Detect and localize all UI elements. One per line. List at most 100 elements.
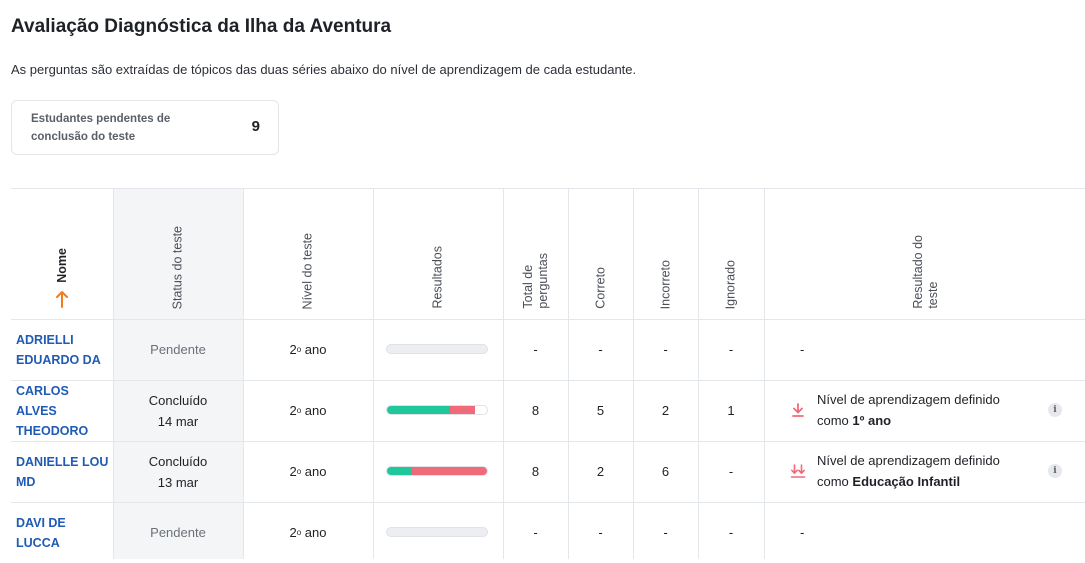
outcome-level-value: Educação Infantil (852, 474, 961, 489)
column-header-correct-label: Correto (593, 267, 607, 309)
incorrect-count: - (663, 525, 668, 540)
results-bar-incorrect (449, 406, 475, 414)
test-level-ordinal: o (296, 406, 302, 415)
test-level-number: 2 (289, 525, 297, 540)
correct-count: - (598, 342, 603, 357)
column-header-name[interactable]: Nome (11, 188, 113, 319)
test-level-ordinal: o (296, 528, 302, 537)
column-header-status-label: Status do teste (170, 225, 185, 309)
column-header-total[interactable]: Total de perguntas (503, 188, 568, 319)
outcome-level-value: 1º ano (852, 413, 892, 428)
info-icon[interactable]: i (1048, 464, 1062, 478)
ignored-count: - (728, 342, 734, 357)
outcome-text: Nível de aprendizagem definido como 1º a… (817, 389, 1037, 431)
test-level-word: ano (304, 342, 327, 357)
test-level-word: ano (304, 403, 327, 418)
student-name-link[interactable]: ADRIELLI EDUARDO DA (16, 332, 101, 367)
column-header-level-label: Nível do teste (300, 232, 315, 309)
column-header-level[interactable]: Nível do teste (243, 188, 373, 319)
row-divider (11, 441, 1085, 442)
outcome-description: Nível de aprendizagem definido (817, 453, 1000, 468)
column-header-results[interactable]: Resultados (373, 188, 503, 319)
sort-ascending-arrow-icon[interactable] (56, 290, 68, 308)
column-header-outcome-line2: teste (926, 281, 940, 309)
outcome-cell: Nível de aprendizagem definido como 1º a… (764, 380, 1085, 441)
test-level-word: ano (304, 525, 327, 540)
ignored-count: - (728, 464, 734, 479)
incorrect-count: 6 (661, 464, 670, 479)
correct-count: 2 (596, 464, 605, 479)
outcome-cell: - (764, 502, 1085, 563)
student-name-link[interactable]: DANIELLE LOU MD (16, 454, 109, 489)
pending-students-count: 9 (251, 118, 260, 135)
results-bar (386, 405, 488, 415)
column-header-ignored[interactable]: Ignorado (698, 188, 764, 319)
column-header-ignored-label: Ignorado (723, 259, 738, 309)
outcome-empty: - (800, 342, 805, 357)
column-divider (764, 188, 765, 559)
page-subtitle: As perguntas são extraídas de tópicos da… (11, 62, 637, 77)
test-status-date: 14 mar (157, 413, 199, 429)
results-bar (386, 527, 488, 537)
column-divider (113, 188, 114, 559)
column-divider (503, 188, 504, 559)
column-header-total-label: Total de perguntas (521, 253, 551, 309)
results-bar (386, 466, 488, 476)
column-header-results-label: Resultados (430, 246, 445, 309)
total-questions: 8 (531, 403, 540, 418)
results-bar-correct (387, 467, 412, 475)
arrow-down-icon (792, 403, 804, 417)
column-header-total-line2: perguntas (535, 253, 550, 309)
row-divider (11, 380, 1085, 381)
test-status: Concluído 14 mar (113, 380, 243, 441)
incorrect-count: - (663, 342, 668, 357)
outcome-prefix: como (817, 413, 849, 428)
status-column-shade (113, 188, 243, 559)
student-name-link[interactable]: DAVI DE LUCCA (16, 515, 66, 550)
students-table: Nome Status do teste Nível do teste Resu… (11, 188, 1085, 559)
incorrect-count: 2 (661, 403, 670, 418)
total-questions: - (533, 525, 538, 540)
test-status-label: Concluído (148, 453, 208, 469)
test-status: Concluído 13 mar (113, 441, 243, 502)
student-name-link[interactable]: CARLOS ALVES THEODORO (16, 383, 89, 438)
outcome-description: Nível de aprendizagem definido (817, 392, 1000, 407)
total-questions: 8 (531, 464, 540, 479)
pending-students-card: Estudantes pendentes de conclusão do tes… (11, 100, 279, 155)
table-top-border (11, 188, 1085, 189)
ignored-count: - (728, 525, 734, 540)
test-level-ordinal: o (296, 345, 302, 354)
column-header-incorrect-label: Incorreto (658, 259, 672, 309)
results-bar-correct (387, 406, 450, 414)
column-header-outcome-label: Resultado do teste (911, 235, 941, 309)
column-header-total-line1: Total de (520, 265, 535, 309)
column-divider (373, 188, 374, 559)
column-divider (568, 188, 569, 559)
column-header-outcome[interactable]: Resultado do teste (764, 188, 1085, 319)
column-header-correct[interactable]: Correto (568, 188, 633, 319)
results-cell (373, 441, 503, 502)
pending-students-label: Estudantes pendentes de conclusão do tes… (31, 113, 171, 143)
test-level-number: 2 (289, 342, 297, 357)
ignored-count: 1 (727, 403, 735, 418)
outcome-cell: - (764, 319, 1085, 380)
outcome-prefix: como (817, 474, 849, 489)
column-header-incorrect[interactable]: Incorreto (633, 188, 698, 319)
double-arrow-down-icon (790, 464, 806, 478)
column-divider (243, 188, 244, 559)
total-questions: - (533, 342, 538, 357)
column-header-name-label: Nome (55, 248, 69, 283)
test-status: Pendente (150, 342, 206, 357)
column-header-status[interactable]: Status do teste (113, 188, 243, 319)
results-bar-incorrect (412, 467, 487, 475)
column-header-outcome-line1: Resultado do (911, 235, 925, 309)
info-icon[interactable]: i (1048, 403, 1062, 417)
results-cell (373, 319, 503, 380)
correct-count: 5 (596, 403, 605, 418)
row-divider (11, 502, 1085, 503)
results-cell (373, 502, 503, 563)
